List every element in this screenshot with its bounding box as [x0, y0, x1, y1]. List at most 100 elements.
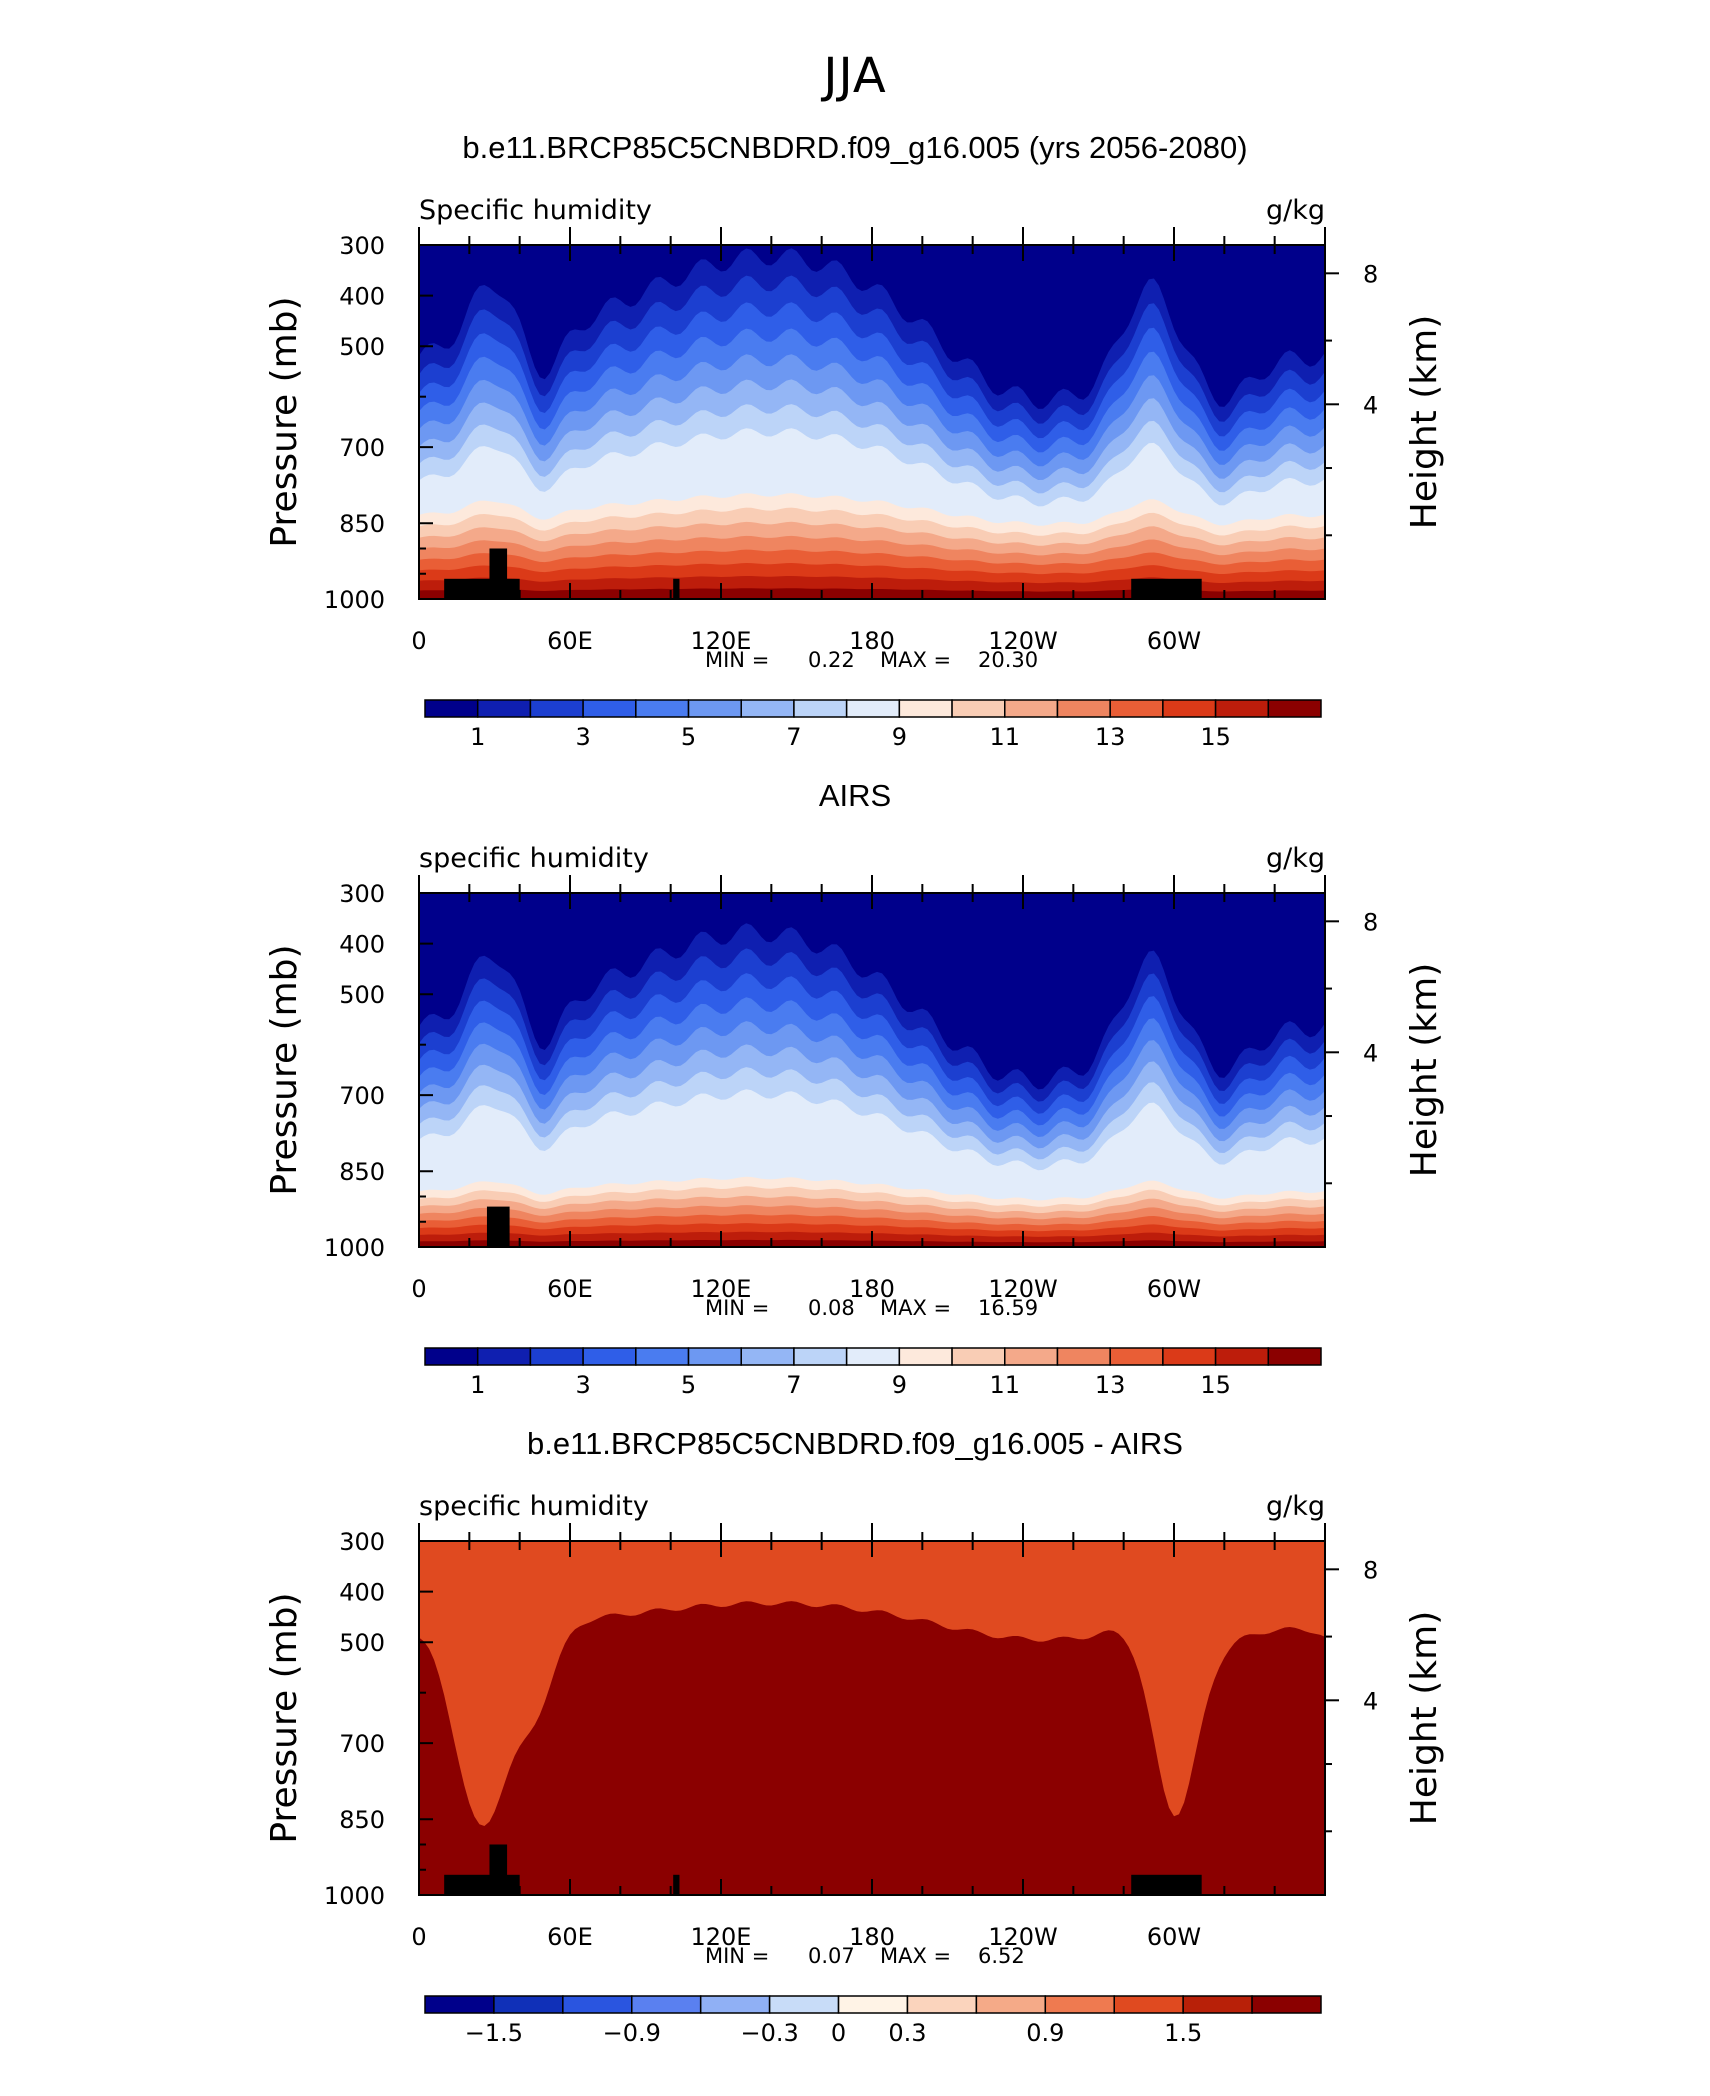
colorbar-swatch	[1251, 1995, 1322, 2014]
y-tick-label: 500	[339, 333, 385, 361]
colorbar-swatch	[1109, 699, 1164, 718]
chart-panel-airs: AIRS specific humidity g/kg 300 400 500 700 85…	[0, 778, 1710, 1418]
y-right-tick-label: 4	[1363, 1039, 1378, 1067]
y-tick-label: 850	[339, 510, 385, 538]
page-title: JJA	[823, 48, 887, 104]
colorbar-swatch	[493, 1995, 564, 2014]
panel-title: AIRS	[818, 778, 892, 813]
max-label: MAX =	[880, 1944, 951, 1968]
y-axis-title-right: Height (km)	[1404, 963, 1445, 1177]
max-label: MAX =	[880, 648, 951, 672]
colorbar-swatch	[1214, 699, 1270, 718]
colorbar-swatch	[906, 1995, 978, 2014]
colorbar-swatch	[1056, 699, 1111, 718]
y-tick-label: 500	[339, 1629, 385, 1657]
x-tick-label: 60E	[547, 1275, 593, 1303]
y-tick-label: 500	[339, 981, 385, 1009]
colorbar-swatch	[975, 1995, 1047, 2014]
x-tick-label: 60E	[547, 627, 593, 655]
colorbar-label: 9	[892, 723, 907, 751]
contour-band	[419, 1541, 1325, 1826]
y-right-tick-label: 4	[1363, 391, 1378, 419]
colorbar-swatch	[1162, 1347, 1217, 1366]
colorbar-swatch	[1162, 699, 1217, 718]
colorbar-label: 5	[681, 1371, 696, 1399]
x-tick-label: 120E	[691, 1923, 752, 1951]
colorbar-label: 13	[1095, 723, 1126, 751]
colorbar-swatch	[476, 1347, 532, 1366]
y-axis-title: Pressure (mb)	[264, 944, 305, 1195]
colorbar-label: 11	[989, 723, 1020, 751]
colorbar-label: 1.5	[1164, 2019, 1202, 2047]
x-tick-label: 60W	[1147, 1923, 1201, 1951]
colorbar-swatch	[1182, 1995, 1253, 2014]
colorbar-swatch	[1267, 1347, 1322, 1366]
colorbar-swatch	[845, 1347, 901, 1366]
panel-title: b.e11.BRCP85C5CNBDRD.f09_g16.005 (yrs 20…	[462, 130, 1248, 165]
colorbar-swatch	[793, 1347, 848, 1366]
colorbar-label: 15	[1200, 723, 1231, 751]
colorbar: 1 3 5 7 9 11 13 15	[424, 699, 1322, 751]
x-tick-label: 120W	[988, 1275, 1058, 1303]
colorbar-swatch	[687, 699, 742, 718]
colorbar-swatch	[951, 699, 1006, 718]
colorbar-label: 15	[1200, 1371, 1231, 1399]
chart-svg: specific humidity g/kg3004005007008501000…	[264, 843, 1445, 1399]
variable-label: specific humidity	[419, 843, 649, 874]
y-tick-label: 400	[339, 931, 385, 959]
colorbar-label: 7	[786, 723, 801, 751]
colorbar-label: 9	[892, 1371, 907, 1399]
chart-svg: specific humidity g/kg3004005007008501000…	[264, 1491, 1445, 2047]
topography-mask	[444, 578, 520, 599]
colorbar-swatch	[1113, 1995, 1184, 2014]
colorbar-swatch	[951, 1347, 1006, 1366]
y-right-tick-label: 8	[1363, 1556, 1378, 1584]
colorbar-swatch	[687, 1347, 742, 1366]
colorbar-swatch	[635, 699, 690, 718]
colorbar-swatch	[562, 1995, 633, 2014]
x-tick-label: 0	[411, 1275, 426, 1303]
colorbar-swatch	[898, 699, 953, 718]
colorbar-label: 11	[989, 1371, 1020, 1399]
y-tick-label: 700	[339, 1730, 385, 1758]
y-right-tick-label: 8	[1363, 260, 1378, 288]
colorbar-swatch	[1056, 1347, 1111, 1366]
colorbar-label: −1.5	[465, 2019, 523, 2047]
colorbar-swatch	[424, 699, 479, 718]
max-value: 20.30	[978, 648, 1038, 672]
units-label: g/kg	[1266, 843, 1325, 874]
colorbar-label: 7	[786, 1371, 801, 1399]
colorbar-swatch	[837, 1995, 909, 2014]
colorbar: −1.5 −0.9 −0.3 0 0.3 0.9 1.5	[424, 1995, 1322, 2047]
colorbar-label: 3	[575, 723, 590, 751]
topography-mask	[489, 548, 508, 599]
colorbar-swatch	[768, 1995, 840, 2014]
max-value: 16.59	[978, 1296, 1038, 1320]
colorbar-swatch	[740, 699, 795, 718]
y-axis-title: Pressure (mb)	[264, 296, 305, 547]
colorbar-swatch	[582, 699, 637, 718]
colorbar-swatch	[1004, 699, 1059, 718]
colorbar-swatch	[424, 1995, 495, 2014]
colorbar-swatch	[1214, 1347, 1270, 1366]
x-tick-label: 60W	[1147, 627, 1201, 655]
x-tick-label: 180	[849, 1923, 895, 1951]
x-tick-label: 120W	[988, 627, 1058, 655]
y-tick-label: 700	[339, 1082, 385, 1110]
y-tick-label: 700	[339, 434, 385, 462]
contour-field	[419, 245, 1325, 599]
x-tick-label: 0	[411, 627, 426, 655]
topography-mask	[673, 1874, 680, 1895]
units-label: g/kg	[1266, 195, 1325, 226]
y-tick-label: 1000	[324, 586, 385, 614]
y-tick-label: 850	[339, 1806, 385, 1834]
chart-svg: Specific humidity g/kg3004005007008501000…	[264, 195, 1445, 751]
x-tick-label: 120W	[988, 1923, 1058, 1951]
min-value: 0.08	[808, 1296, 855, 1320]
variable-label: specific humidity	[419, 1491, 649, 1522]
y-right-tick-label: 4	[1363, 1687, 1378, 1715]
colorbar-swatch	[1109, 1347, 1164, 1366]
y-tick-label: 1000	[324, 1234, 385, 1262]
x-tick-label: 120E	[691, 627, 752, 655]
x-tick-label: 60W	[1147, 1275, 1201, 1303]
